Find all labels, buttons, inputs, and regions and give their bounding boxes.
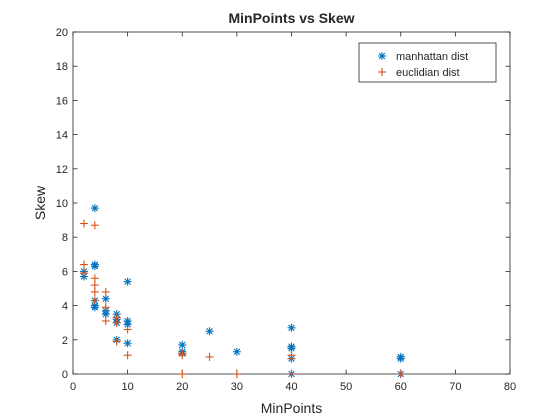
y-tick-label: 12 bbox=[56, 164, 68, 176]
manhattan-dist-point bbox=[90, 204, 99, 213]
x-tick-label: 10 bbox=[122, 381, 134, 393]
x-tick-label: 30 bbox=[231, 381, 243, 393]
manhattan-dist-point bbox=[287, 323, 296, 332]
plot-area bbox=[72, 31, 511, 375]
euclidian-dist-point bbox=[101, 316, 110, 325]
legend-markers bbox=[378, 52, 386, 76]
manhattan-dist-point bbox=[232, 347, 241, 356]
euclidian-dist-point bbox=[90, 287, 99, 296]
y-tick-label: 10 bbox=[56, 198, 68, 210]
euclidian-dist-point bbox=[123, 325, 132, 334]
euclidian-dist-point bbox=[101, 287, 110, 296]
manhattan-dist-point bbox=[205, 327, 214, 336]
euclidian-dist-point bbox=[287, 354, 296, 363]
x-tick-label: 20 bbox=[176, 381, 188, 393]
euclidian-dist-point bbox=[123, 351, 132, 360]
manhattan-dist-point bbox=[90, 303, 99, 312]
euclidian-dist-point bbox=[205, 352, 214, 361]
legend-entry-manhattan-dist: manhattan dist bbox=[396, 51, 468, 63]
euclidian-dist-point bbox=[79, 219, 88, 228]
manhattan-dist-point bbox=[90, 262, 99, 271]
x-axis-label: MinPoints bbox=[261, 400, 322, 416]
y-axis-label: Skew bbox=[32, 185, 48, 220]
manhattan-dist-point bbox=[123, 320, 132, 329]
y-tick-label: 6 bbox=[62, 266, 68, 278]
x-tick-label: 70 bbox=[449, 381, 461, 393]
y-tick-label: 0 bbox=[62, 369, 68, 381]
manhattan-dist-point bbox=[101, 310, 110, 319]
legend-marker-euclidian-dist bbox=[378, 68, 386, 76]
legend: manhattan dist euclidian dist bbox=[358, 42, 497, 83]
euclidian-dist-point bbox=[232, 370, 241, 378]
euclidian-dist-point bbox=[178, 351, 187, 360]
x-tick-label: 40 bbox=[285, 381, 297, 393]
x-tick-label: 0 bbox=[70, 381, 76, 393]
x-axis-ticks: 0 10 20 30 40 50 60 70 80 bbox=[70, 32, 516, 393]
manhattan-dist-point bbox=[178, 340, 187, 349]
x-tick-label: 60 bbox=[395, 381, 407, 393]
euclidian-dist-point bbox=[90, 281, 99, 290]
euclidian-dist-point bbox=[178, 370, 187, 378]
euclidian-dist-point bbox=[79, 260, 88, 269]
euclidian-dist-point bbox=[396, 370, 405, 378]
y-tick-label: 16 bbox=[56, 95, 68, 107]
y-tick-label: 14 bbox=[56, 130, 68, 142]
euclidian-dist-point bbox=[90, 296, 99, 305]
chart-title: MinPoints vs Skew bbox=[228, 10, 354, 26]
y-tick-label: 8 bbox=[62, 232, 68, 244]
y-tick-label: 4 bbox=[62, 301, 68, 313]
manhattan-dist-point bbox=[396, 354, 405, 363]
manhattan-dist-point bbox=[123, 339, 132, 348]
y-tick-label: 18 bbox=[56, 61, 68, 73]
euclidian-dist-point bbox=[90, 274, 99, 283]
x-tick-label: 80 bbox=[504, 381, 516, 393]
y-tick-label: 20 bbox=[56, 27, 68, 39]
y-tick-label: 2 bbox=[62, 335, 68, 347]
euclidian-dist-point bbox=[101, 303, 110, 312]
y-axis-ticks: 0 2 4 6 8 10 12 14 16 18 20 bbox=[56, 27, 510, 381]
euclidian-dist-point bbox=[112, 318, 121, 327]
legend-entry-euclidian-dist: euclidian dist bbox=[396, 67, 460, 79]
manhattan-dist-point bbox=[287, 344, 296, 353]
euclidian-dist-point bbox=[79, 269, 88, 278]
euclidian-dist-point bbox=[90, 221, 99, 230]
x-tick-label: 50 bbox=[340, 381, 352, 393]
legend-marker-manhattan-dist bbox=[378, 52, 386, 60]
manhattan-dist-point bbox=[123, 277, 132, 286]
data-markers bbox=[79, 204, 405, 378]
euclidian-dist-point bbox=[287, 370, 296, 378]
manhattan-dist-point bbox=[101, 294, 110, 303]
euclidian-dist-point bbox=[112, 337, 121, 346]
